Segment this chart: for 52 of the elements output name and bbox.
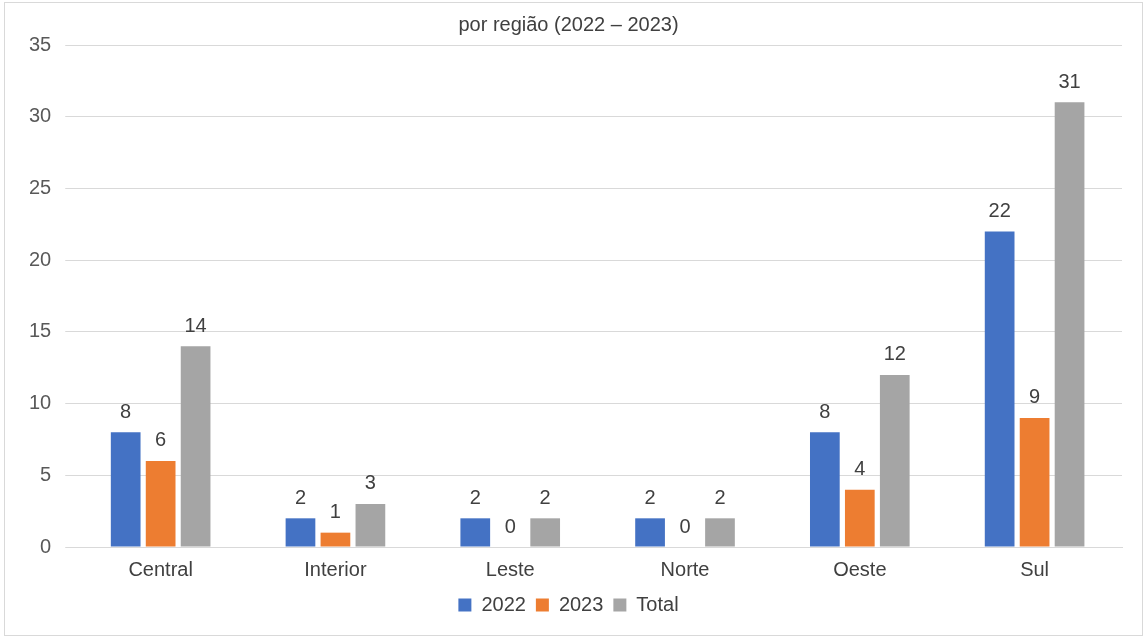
y-tick-label: 5 (40, 462, 52, 485)
data-label: 4 (854, 457, 866, 480)
data-label: 22 (988, 198, 1011, 221)
bar (844, 489, 875, 547)
x-tick-label: Sul (1020, 557, 1050, 580)
bar (530, 518, 561, 547)
data-label: 2 (714, 485, 726, 508)
y-tick-label: 25 (29, 175, 52, 198)
x-tick-label: Oeste (833, 557, 887, 580)
x-tick-label: Leste (485, 557, 535, 580)
bar (879, 374, 910, 547)
data-label: 2 (539, 485, 551, 508)
data-label: 31 (1058, 69, 1081, 92)
bar (984, 231, 1015, 547)
bar (320, 532, 351, 547)
y-tick-label: 15 (29, 319, 52, 342)
y-tick-label: 20 (29, 247, 52, 270)
x-tick-label: Interior (304, 557, 367, 580)
data-label: 2 (644, 485, 656, 508)
y-tick-label: 35 (29, 32, 52, 55)
y-tick-label: 10 (29, 391, 52, 414)
bar (110, 432, 141, 547)
bar (355, 503, 386, 547)
data-label: 0 (679, 514, 691, 537)
data-label: 8 (819, 399, 831, 422)
y-tick-label: 0 (40, 534, 52, 557)
data-label: 6 (155, 428, 167, 451)
bar (460, 518, 491, 547)
data-label: 2 (294, 485, 307, 508)
bar (145, 460, 176, 547)
data-label: 12 (883, 342, 906, 365)
bar (705, 518, 735, 547)
y-tick-label: 30 (29, 104, 52, 127)
bar (285, 518, 316, 547)
chart-title: por região (2022 – 2023) (458, 12, 679, 35)
data-label: 3 (364, 471, 376, 494)
bar (635, 518, 665, 547)
data-label: 0 (504, 514, 516, 537)
bar (180, 346, 211, 547)
x-tick-label: Central (128, 557, 193, 580)
bar (810, 432, 840, 547)
data-label: 14 (184, 313, 207, 336)
bar (1054, 102, 1085, 547)
legend-label: 2023 (558, 592, 604, 615)
x-tick-label: Norte (660, 557, 710, 580)
legend-label: 2022 (481, 592, 526, 615)
data-label: 9 (1029, 385, 1041, 408)
data-label: 1 (329, 500, 341, 523)
bar (1019, 417, 1050, 547)
data-label: 8 (120, 399, 132, 422)
legend-label: Total (636, 592, 679, 615)
data-label: 2 (469, 485, 481, 508)
